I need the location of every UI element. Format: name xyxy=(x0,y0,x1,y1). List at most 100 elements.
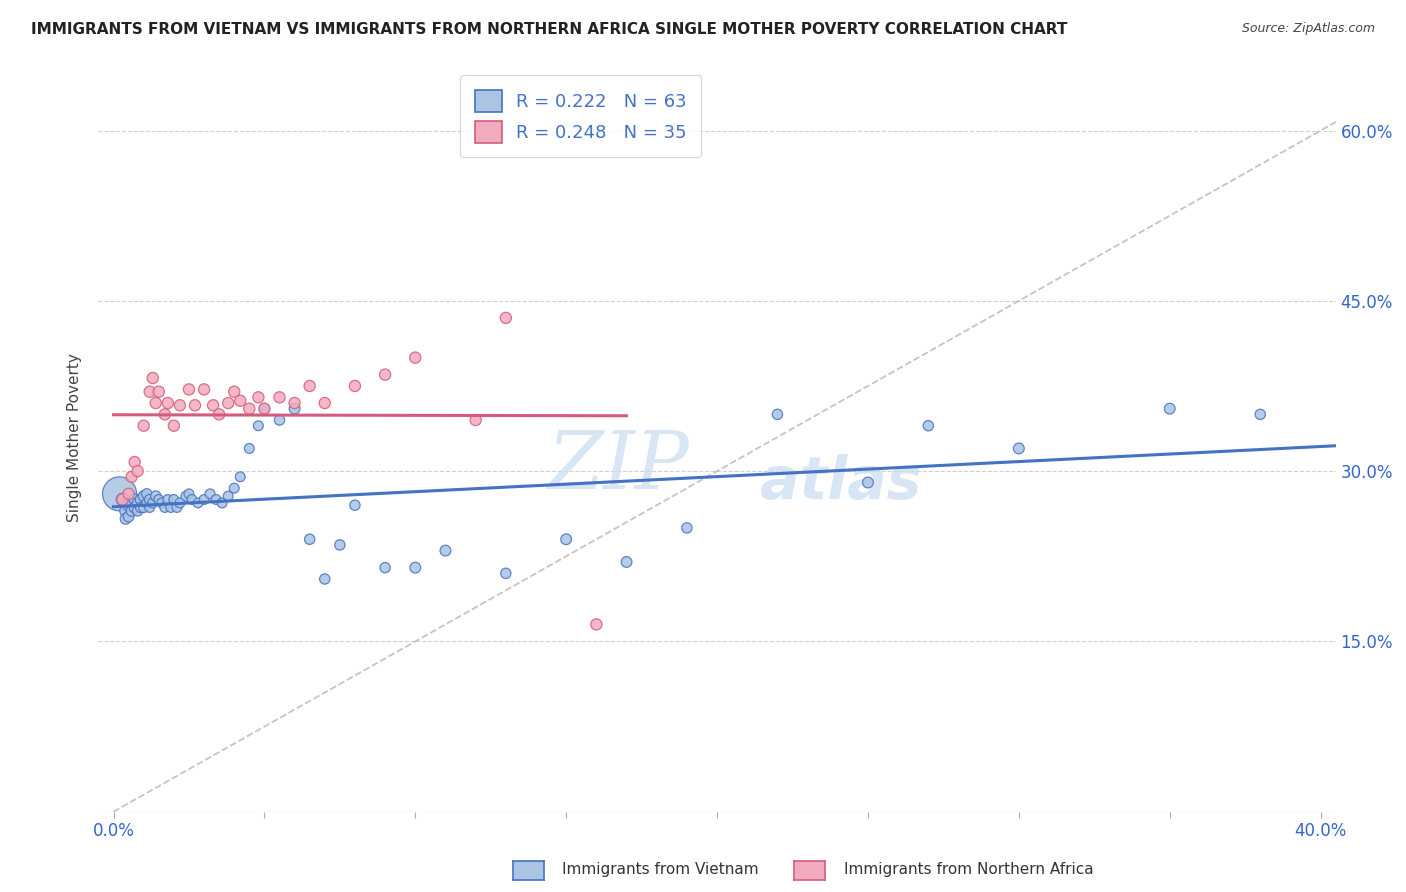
Point xyxy=(142,371,165,385)
Point xyxy=(108,487,131,501)
Point xyxy=(111,492,134,507)
Point xyxy=(121,496,143,510)
Point xyxy=(114,512,136,526)
Point xyxy=(121,504,143,518)
Point xyxy=(138,500,160,515)
Point xyxy=(153,408,176,422)
Point xyxy=(766,408,789,422)
Point xyxy=(129,500,152,515)
Point xyxy=(166,500,188,515)
Text: Source: ZipAtlas.com: Source: ZipAtlas.com xyxy=(1241,22,1375,36)
Point xyxy=(217,489,239,503)
Point xyxy=(181,492,204,507)
Point xyxy=(253,401,276,416)
Point xyxy=(329,538,352,552)
Point xyxy=(585,617,607,632)
Point xyxy=(135,487,157,501)
Point xyxy=(284,401,307,416)
Point xyxy=(150,496,173,510)
Point xyxy=(1159,401,1181,416)
Text: Immigrants from Northern Africa: Immigrants from Northern Africa xyxy=(844,863,1094,877)
Point xyxy=(224,384,246,399)
Point xyxy=(856,475,879,490)
Point xyxy=(142,496,165,510)
Point xyxy=(917,418,939,433)
Point xyxy=(495,310,517,325)
Point xyxy=(145,396,167,410)
Text: atlas: atlas xyxy=(761,453,921,510)
Point xyxy=(1008,442,1031,456)
Point xyxy=(174,489,197,503)
Text: IMMIGRANTS FROM VIETNAM VS IMMIGRANTS FROM NORTHERN AFRICA SINGLE MOTHER POVERTY: IMMIGRANTS FROM VIETNAM VS IMMIGRANTS FR… xyxy=(31,22,1067,37)
Point xyxy=(156,396,179,410)
Point xyxy=(132,418,155,433)
Point xyxy=(247,390,270,404)
Point xyxy=(127,464,149,478)
Point xyxy=(117,509,139,524)
Point xyxy=(163,492,186,507)
Point xyxy=(298,379,321,393)
Point xyxy=(205,492,228,507)
Point xyxy=(148,492,170,507)
Point xyxy=(298,533,321,547)
Point xyxy=(229,470,252,484)
Point xyxy=(555,533,578,547)
Point xyxy=(434,543,457,558)
Point xyxy=(314,396,336,410)
Point xyxy=(156,492,179,507)
Point xyxy=(284,396,307,410)
Point xyxy=(224,481,246,495)
Y-axis label: Single Mother Poverty: Single Mother Poverty xyxy=(67,352,83,522)
Point xyxy=(129,492,152,507)
Point xyxy=(114,504,136,518)
Point xyxy=(198,487,221,501)
Point xyxy=(169,496,191,510)
Point xyxy=(616,555,638,569)
Point xyxy=(238,442,260,456)
Point xyxy=(404,351,426,365)
Point xyxy=(163,418,186,433)
Point xyxy=(184,398,207,412)
Point xyxy=(217,396,239,410)
Point xyxy=(121,470,143,484)
Point xyxy=(202,398,225,412)
Point xyxy=(148,384,170,399)
Point xyxy=(138,384,160,399)
Point xyxy=(177,383,200,397)
Point xyxy=(253,401,276,416)
Point xyxy=(495,566,517,581)
Point xyxy=(117,487,139,501)
Point xyxy=(343,379,366,393)
Text: Immigrants from Vietnam: Immigrants from Vietnam xyxy=(562,863,759,877)
Point xyxy=(111,492,134,507)
Point xyxy=(187,496,209,510)
Point xyxy=(177,487,200,501)
Point xyxy=(160,500,183,515)
Point xyxy=(1249,408,1271,422)
Point xyxy=(138,492,160,507)
Text: ZIP: ZIP xyxy=(547,428,689,506)
Point xyxy=(193,383,215,397)
Point xyxy=(117,498,139,512)
Point xyxy=(464,413,486,427)
Point xyxy=(132,500,155,515)
Point xyxy=(132,489,155,503)
Point xyxy=(314,572,336,586)
Point xyxy=(153,500,176,515)
Point xyxy=(124,455,146,469)
Point xyxy=(374,560,396,574)
Point xyxy=(127,504,149,518)
Point xyxy=(135,496,157,510)
Point xyxy=(238,401,260,416)
Point xyxy=(676,521,699,535)
Point xyxy=(269,413,291,427)
Point xyxy=(145,489,167,503)
Point xyxy=(169,398,191,412)
Point xyxy=(343,498,366,512)
Point xyxy=(404,560,426,574)
Point xyxy=(269,390,291,404)
Point xyxy=(208,408,231,422)
Point xyxy=(193,492,215,507)
Point xyxy=(374,368,396,382)
Point xyxy=(127,496,149,510)
